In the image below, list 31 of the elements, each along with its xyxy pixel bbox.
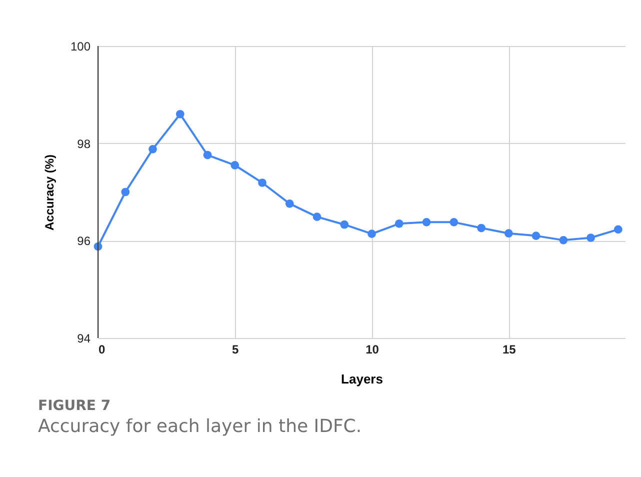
- y-tick-label: 96: [77, 234, 91, 248]
- point: [422, 218, 431, 226]
- x-tick-label: 15: [502, 342, 516, 356]
- point: [586, 234, 595, 242]
- point: [230, 161, 240, 170]
- point: [340, 220, 349, 229]
- point: [450, 218, 458, 226]
- x-tick-label: 5: [232, 342, 240, 356]
- caption: FIGURE 7: [38, 398, 112, 414]
- point: [532, 232, 540, 240]
- point: [394, 219, 404, 228]
- y-tick-label: 100: [70, 40, 91, 54]
- y-axis-title: Accuracy (%): [42, 154, 56, 231]
- point: [203, 150, 212, 160]
- point: [614, 225, 622, 234]
- x-tick-label: 0: [98, 342, 106, 356]
- point: [176, 110, 184, 118]
- point: [258, 178, 266, 187]
- point: [559, 236, 568, 244]
- y-tick-label: 94: [77, 332, 91, 346]
- point: [285, 200, 294, 208]
- point: [312, 212, 322, 221]
- point: [368, 230, 376, 238]
- x-tick-label: 10: [366, 342, 380, 356]
- text: Accuracy for each layer in the IDFC.: [38, 416, 362, 437]
- point: [121, 188, 130, 196]
- y-tick-label: 98: [77, 136, 91, 151]
- point: [504, 229, 513, 238]
- point: [477, 224, 486, 232]
- point: [148, 145, 157, 154]
- x-axis-title: Layers: [341, 372, 383, 386]
